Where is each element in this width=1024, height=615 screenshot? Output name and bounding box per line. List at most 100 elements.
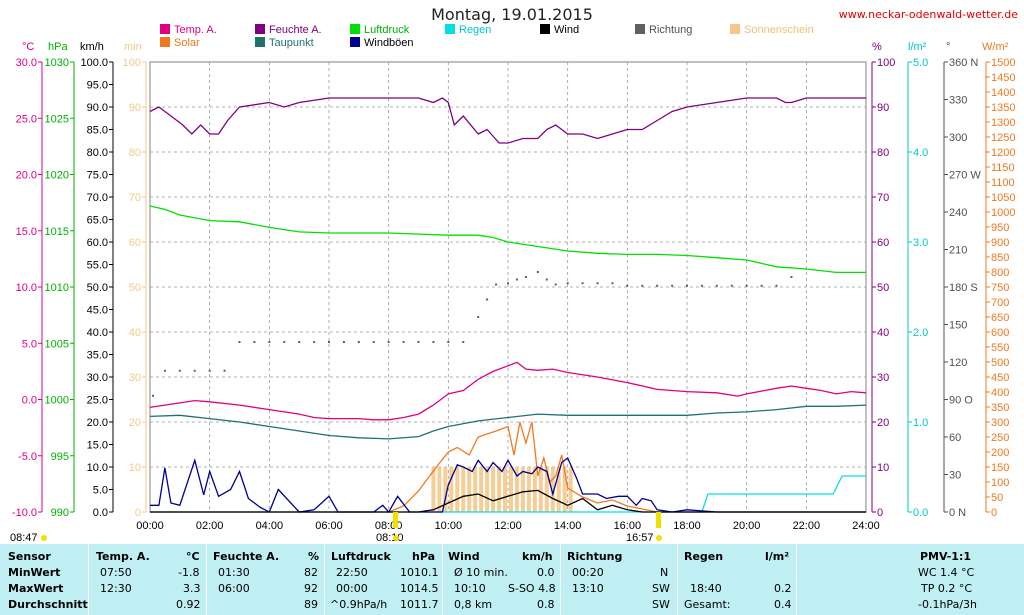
rain-tick-label: 3.0 — [913, 237, 928, 249]
wm2-tick-label: 550 — [991, 342, 1009, 354]
direction-point — [163, 369, 166, 372]
kmh-tick-label: 30.0 — [87, 372, 108, 384]
wm2-tick-label: 950 — [991, 222, 1009, 234]
kmh-tick-label: 80.0 — [87, 147, 108, 159]
avg-temp-value: 0.92 — [176, 598, 201, 611]
rain-tick-label: 2.0 — [913, 327, 928, 339]
series-line-windb-en — [150, 456, 866, 514]
sunshine-bar — [508, 467, 513, 512]
direction-point — [298, 341, 301, 343]
direction-point — [238, 341, 241, 343]
direction-point — [507, 282, 509, 285]
x-tick-label: 14:00 — [554, 520, 582, 532]
direction-point — [790, 276, 793, 278]
wm2-tick-label: 100 — [991, 477, 1009, 489]
header-sensor: Sensor — [8, 550, 51, 563]
wm2-tick-label: 1200 — [991, 147, 1015, 159]
direction-point — [554, 283, 557, 286]
sunshine-bar — [449, 467, 454, 512]
x-tick-label: 00:00 — [136, 520, 164, 532]
wm2-tick-label: 1500 — [991, 57, 1015, 69]
temp-tick-label: -10.0 — [12, 507, 37, 519]
header-feuchte: Feuchte A. — [213, 550, 280, 563]
dir-tick-label: 120 — [949, 357, 967, 369]
kmh-tick-label: 95.0 — [87, 80, 108, 92]
direction-point — [641, 284, 644, 287]
direction-point — [671, 284, 674, 287]
temp-tick-label: 20.0 — [16, 170, 37, 182]
dir-tick-label: 30 — [949, 470, 961, 482]
pct-axis-unit: % — [872, 41, 882, 53]
series-line-luftdruck — [149, 205, 866, 274]
kmh-tick-label: 90.0 — [87, 102, 108, 114]
x-tick-label: 08:00 — [375, 520, 403, 532]
header-feuchte-unit: % — [308, 550, 320, 563]
rain-axis-unit: l/m² — [908, 41, 927, 53]
sunshine-bar — [538, 467, 543, 512]
wm2-tick-label: 600 — [991, 327, 1009, 339]
x-tick-label: 06:00 — [315, 520, 343, 532]
kmh-tick-label: 50.0 — [87, 282, 108, 294]
sunshine-bar — [544, 467, 549, 512]
min-luftdruck-value: 1010.1 — [400, 566, 439, 579]
direction-point — [151, 394, 154, 397]
direction-point — [342, 341, 345, 343]
rain-tick-label: 4.0 — [913, 147, 928, 159]
header-wind: Wind — [448, 550, 480, 563]
regen-gesamt-value: 0.4 — [774, 598, 792, 611]
sunshine-bar — [503, 467, 508, 512]
sunshine-bar — [473, 467, 478, 512]
min-tick-label: 10 — [129, 462, 141, 474]
max-luftdruck-time: 00:00 — [336, 582, 368, 595]
min-richtung-value: N — [660, 566, 669, 579]
max-temp-time: 12:30 — [100, 582, 132, 595]
legend-label: Regen — [459, 24, 491, 36]
direction-point — [268, 341, 271, 343]
direction-point — [775, 284, 778, 287]
max-richtung-value: SW — [652, 582, 670, 595]
kmh-tick-label: 60.0 — [87, 237, 108, 249]
x-tick-label: 16:00 — [614, 520, 642, 532]
pct-tick-label: 30 — [877, 372, 889, 384]
pct-tick-label: 90 — [877, 102, 889, 114]
avg-richtung-value: SW — [652, 598, 670, 611]
temp-tick-label: 10.0 — [16, 282, 37, 294]
regen-gesamt-label: Gesamt: — [684, 598, 731, 611]
x-tick-label: 24:00 — [852, 520, 880, 532]
sunrise-label: 08:47 — [10, 532, 38, 544]
dir-tick-label: 330 — [949, 95, 967, 107]
min-tick-label: 20 — [129, 417, 141, 429]
series-line-taupunkt — [149, 404, 867, 440]
dir-tick-label: 150 — [949, 320, 967, 332]
wm2-tick-label: 850 — [991, 252, 1009, 264]
direction-point — [253, 341, 256, 343]
dir-tick-label: 360 N — [949, 57, 978, 69]
legend-label: Windböen — [364, 37, 414, 49]
dir-tick-label: 300 — [949, 132, 967, 144]
direction-point — [283, 341, 286, 343]
min-tick-label: 90 — [129, 102, 141, 114]
kmh-tick-label: 5.0 — [93, 485, 108, 497]
min-wind-label: Ø 10 min. — [454, 566, 508, 579]
pct-tick-label: 40 — [877, 327, 889, 339]
dir-tick-label: 270 W — [949, 170, 981, 182]
temp-axis-unit: °C — [22, 41, 34, 53]
sunshine-bar — [443, 467, 448, 512]
min-tick-label: 40 — [129, 327, 141, 339]
temp-tick-label: 15.0 — [16, 226, 37, 238]
temp-tick-label: 25.0 — [16, 113, 37, 125]
direction-point — [486, 298, 489, 301]
direction-point — [656, 284, 659, 287]
header-richtung: Richtung — [567, 550, 623, 563]
min-tick-label: 60 — [129, 237, 141, 249]
direction-point — [700, 284, 703, 287]
pct-tick-label: 0 — [877, 507, 883, 519]
legend-label: Wind — [554, 24, 579, 36]
max-feuchte-value: 92 — [304, 582, 318, 595]
legend-label: Sonnenschein — [744, 24, 814, 36]
sunshine-bar — [526, 467, 531, 512]
avg-luftdruck-value: 1011.7 — [400, 598, 439, 611]
legend-swatch — [350, 24, 360, 34]
direction-point — [357, 341, 360, 343]
direction-point — [581, 282, 584, 285]
